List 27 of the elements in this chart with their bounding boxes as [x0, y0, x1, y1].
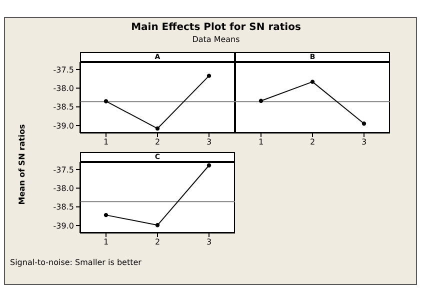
point	[155, 223, 160, 228]
text: Main Effects Plot for SN ratios	[130, 22, 302, 33]
chart-subtitle: Data Means	[191, 35, 241, 44]
y-tick-label: -37.5	[53, 165, 74, 174]
x-tick-label: 2	[154, 138, 160, 147]
point	[206, 74, 212, 78]
y-tick-label: -38.0	[53, 184, 74, 193]
x-tick-label: 3	[206, 138, 212, 147]
x-tick-label: 1	[103, 138, 109, 147]
x-tick-label: 1	[103, 238, 109, 247]
y-tick-label: -38.0	[53, 84, 74, 93]
point	[104, 99, 108, 104]
x-tick-label: 2	[154, 238, 160, 247]
x-tick-label: 3	[361, 138, 367, 147]
x-tick-label: 2	[310, 138, 316, 147]
y-tick-label: -38.5	[53, 202, 74, 212]
y-tick-label: -37.5	[53, 65, 74, 74]
point	[104, 212, 108, 218]
point	[155, 126, 160, 131]
x-tick-label: 1	[258, 138, 264, 147]
point	[206, 163, 212, 168]
text: Signal-to-noise: Smaller is better	[10, 258, 142, 267]
y-tick-label: -39.0	[53, 121, 74, 130]
x-tick-label: 3	[206, 238, 212, 247]
y-tick-label: -38.5	[53, 102, 74, 112]
y-axis-title: Mean of SN ratios	[18, 123, 26, 207]
y-tick-label: -39.0	[53, 221, 74, 230]
